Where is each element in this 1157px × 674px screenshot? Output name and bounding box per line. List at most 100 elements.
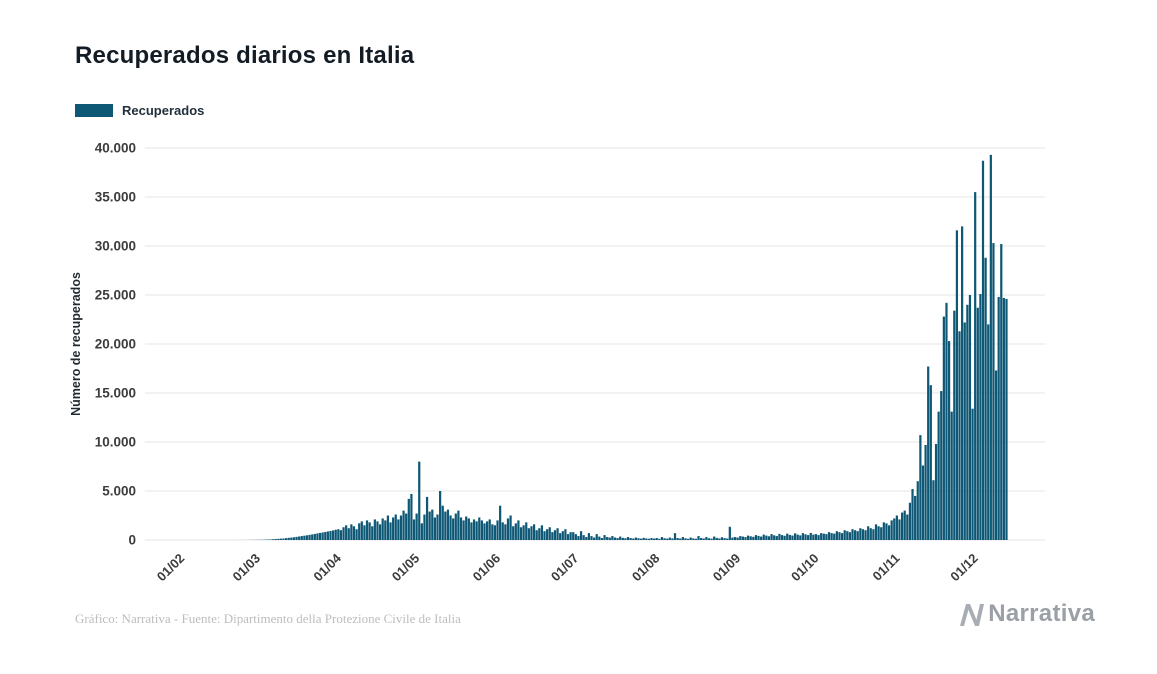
bar [830, 533, 833, 540]
source-credit: Gráfico: Narrativa - Fuente: Dipartiment… [75, 611, 461, 626]
bar [793, 533, 797, 540]
bar [872, 529, 875, 540]
bar [731, 537, 734, 540]
bar [412, 519, 416, 540]
bar [493, 525, 497, 540]
bar [924, 444, 927, 540]
bar [658, 538, 661, 540]
bar [895, 515, 898, 540]
bar [407, 498, 410, 540]
bar [710, 538, 713, 540]
bar [318, 532, 322, 540]
bar [436, 514, 439, 540]
bar [415, 513, 418, 540]
bar [418, 461, 421, 540]
bar [452, 518, 455, 540]
bar [535, 530, 538, 540]
bar [786, 533, 789, 540]
bar [556, 528, 559, 540]
bar [950, 411, 953, 540]
x-tick-label: 01/06 [470, 551, 504, 585]
bar [352, 526, 356, 540]
bar [457, 510, 460, 540]
bar [329, 530, 332, 540]
bar [269, 539, 272, 540]
bar [611, 536, 614, 540]
bar [825, 534, 828, 540]
bar [384, 520, 387, 540]
bar [373, 519, 376, 540]
y-tick-label: 10.000 [95, 435, 136, 450]
y-tick-label: 20.000 [95, 337, 136, 352]
bar [378, 524, 382, 540]
bar [399, 515, 403, 540]
bar [833, 533, 836, 540]
bar [499, 505, 502, 540]
bar [582, 535, 585, 540]
bar [880, 527, 883, 540]
bar [467, 518, 470, 540]
bar [890, 520, 893, 540]
bar [692, 538, 695, 540]
bar [934, 443, 938, 540]
bar [506, 518, 510, 540]
bar [898, 519, 901, 540]
bar [308, 534, 311, 540]
bar [812, 534, 815, 540]
bar [843, 530, 846, 540]
bar [921, 465, 925, 540]
brand-name: Narrativa [988, 600, 1095, 627]
bar [527, 528, 530, 540]
bar [929, 385, 932, 540]
bar [780, 535, 784, 540]
bar [749, 536, 752, 540]
brand-logo: Narrativa [958, 600, 1095, 628]
bar [433, 517, 437, 540]
bar [559, 533, 562, 540]
bar [770, 534, 773, 540]
bar [807, 535, 810, 540]
bar [645, 538, 648, 540]
bar [441, 505, 444, 540]
bar [974, 192, 977, 540]
bar [347, 528, 350, 540]
y-axis-title: Número de recuperados [69, 272, 83, 416]
bar [757, 535, 760, 540]
bar [271, 539, 275, 540]
bar [449, 515, 452, 540]
bar [1005, 298, 1008, 540]
bar [290, 537, 293, 540]
bar [326, 531, 329, 540]
narrativa-n-icon [960, 603, 985, 626]
bar [311, 534, 314, 540]
bar [642, 537, 645, 540]
bar [425, 496, 429, 540]
bar [746, 535, 750, 540]
bar [723, 538, 726, 540]
bar [955, 230, 959, 540]
bar [381, 518, 384, 540]
bar [989, 154, 992, 541]
y-tick-label: 30.000 [95, 239, 136, 254]
bar [848, 532, 852, 540]
bar [595, 534, 598, 540]
bar [501, 522, 504, 540]
legend-label: Recuperados [122, 103, 205, 118]
bar [446, 509, 450, 540]
bar [676, 538, 679, 540]
bar [394, 514, 397, 540]
bar [718, 538, 721, 540]
y-tick-label: 5.000 [102, 484, 136, 499]
bar [292, 537, 296, 540]
bar [522, 525, 525, 540]
bar [796, 534, 799, 540]
bar [538, 528, 541, 540]
bar [874, 524, 878, 540]
bar [548, 527, 551, 540]
bar [431, 509, 434, 540]
bar [911, 489, 914, 540]
bar [579, 531, 583, 540]
bar [285, 538, 288, 540]
bar [608, 537, 611, 540]
legend: Recuperados [75, 103, 204, 118]
